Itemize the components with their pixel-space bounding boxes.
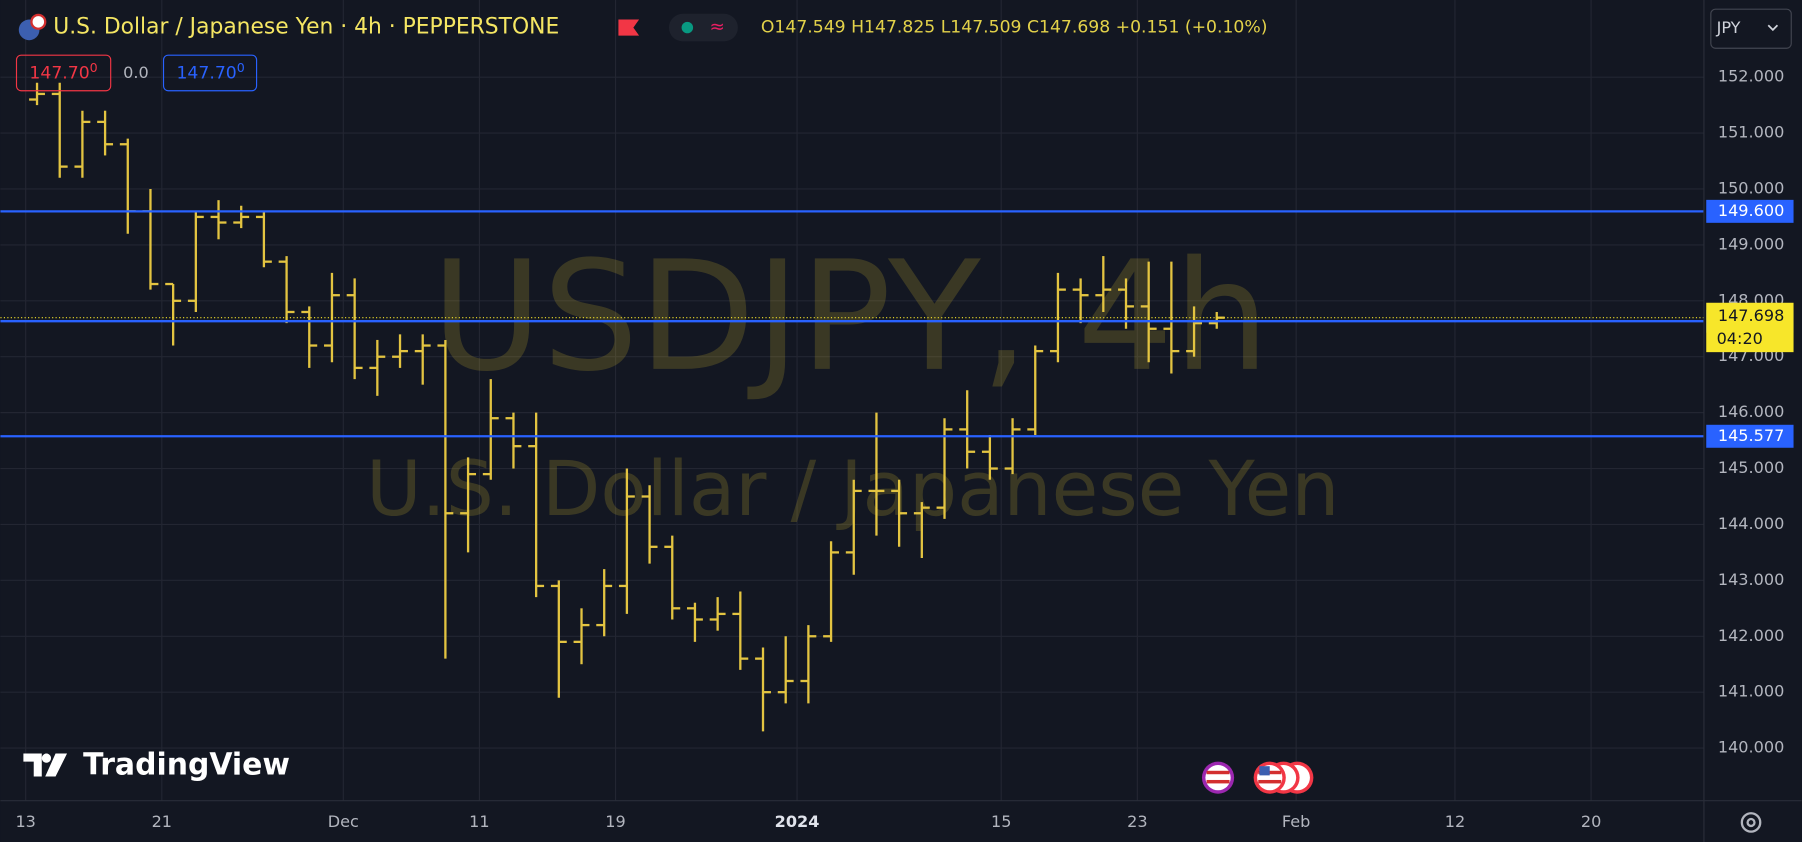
x-tick-label: 20 [1581, 812, 1601, 831]
currency-label[interactable]: JPY [1716, 18, 1741, 37]
buy-price-main[interactable]: 147.70 [176, 64, 236, 84]
settings-icon-center[interactable] [1746, 817, 1756, 828]
x-tick-label: 21 [152, 812, 172, 831]
y-tick-label: 146.000 [1718, 402, 1785, 421]
sell-button[interactable] [15, 54, 112, 92]
axis: 140.000 141.000 142.000 143.000 144.000 145.0… [15, 67, 1794, 831]
grid [0, 0, 1704, 801]
y-tick-label: 151.000 [1718, 123, 1785, 142]
market-open-dot [681, 21, 694, 34]
symbol-flag-jp [30, 13, 47, 30]
event-flag-canton[interactable] [1259, 766, 1270, 776]
x-tick-label: 19 [605, 812, 625, 831]
price-label: 145.577 [1718, 426, 1785, 445]
status-pill [668, 13, 738, 42]
sell-price[interactable]: 147.700 [29, 59, 97, 83]
settings-icon[interactable] [1740, 812, 1762, 833]
x-tick-label: 11 [469, 812, 489, 831]
logo-mark [23, 753, 68, 777]
sell-price-main[interactable]: 147.70 [29, 64, 89, 84]
x-tick-label: 13 [15, 812, 35, 831]
watermark-symbol: USDJPY, 4h [431, 228, 1269, 405]
y-tick-label: 145.000 [1718, 458, 1785, 477]
ohlc-legend: O147.549 H147.825 L147.509 C147.698 +0.1… [761, 18, 1268, 38]
event-flag-face[interactable] [1205, 765, 1231, 791]
x-tick-label: 15 [991, 812, 1011, 831]
event-flag-stripe[interactable] [1206, 779, 1230, 784]
countdown-label: 04:20 [1717, 329, 1763, 348]
event-flags[interactable] [1201, 761, 1314, 794]
symbol-title[interactable]: U.S. Dollar / Japanese Yen · 4h · PEPPER… [53, 15, 559, 40]
currency-caret[interactable] [1767, 24, 1779, 32]
x-tick-label: Feb [1282, 812, 1310, 831]
delay-icon: ≈ [710, 17, 725, 38]
event-flag-stripe[interactable] [1258, 779, 1282, 784]
currency-select[interactable] [1710, 8, 1792, 49]
y-tick-label: 144.000 [1718, 514, 1785, 533]
flag-icon[interactable] [618, 19, 640, 36]
overlay [0, 210, 1704, 438]
y-tick-label: 140.000 [1718, 738, 1785, 757]
x-tick-label: Dec [328, 812, 359, 831]
buy-price[interactable]: 147.700 [176, 59, 244, 83]
y-tick-label: 143.000 [1718, 570, 1785, 589]
logo-text: TradingView [83, 748, 290, 783]
y-tick-label: 149.000 [1718, 234, 1785, 253]
y-tick-label: 152.000 [1718, 67, 1785, 86]
buy-price-sup[interactable]: 0 [237, 59, 245, 74]
current-price-box [1706, 302, 1794, 353]
current-price-label: 147.698 [1718, 306, 1785, 325]
bars [29, 82, 1225, 732]
price-label-box [1706, 424, 1794, 448]
spread: 0.0 [123, 63, 149, 82]
event-flag-stripe[interactable] [1206, 770, 1230, 775]
x-tick-label: 12 [1445, 812, 1465, 831]
x-tick-label: 2024 [775, 812, 820, 831]
price-label: 149.600 [1718, 201, 1785, 220]
x-tick-label: 23 [1127, 812, 1147, 831]
y-tick-label: 141.000 [1718, 682, 1785, 701]
sell-price-sup[interactable]: 0 [90, 59, 98, 74]
price-label-box [1706, 199, 1794, 223]
y-tick-label: 142.000 [1718, 626, 1785, 645]
buy-button[interactable] [162, 54, 258, 92]
y-tick-label: 150.000 [1718, 178, 1785, 197]
